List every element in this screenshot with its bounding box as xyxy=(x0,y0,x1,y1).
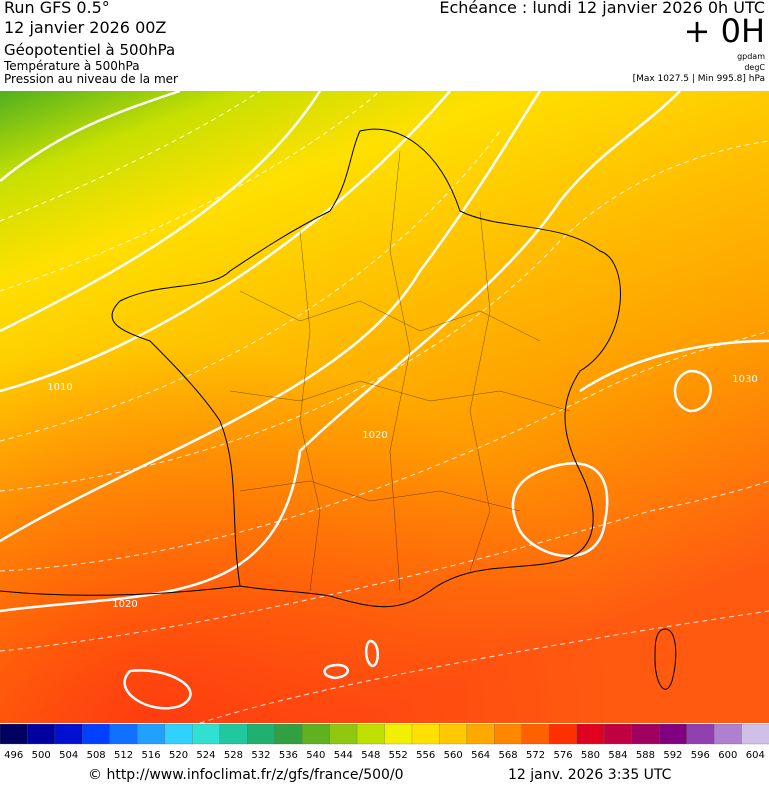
scale-label: 604 xyxy=(746,750,765,761)
color-swatch xyxy=(82,724,111,745)
color-swatch xyxy=(549,724,578,745)
color-swatch xyxy=(631,724,660,745)
field-subtitle: Pression au niveau de la mer xyxy=(4,72,178,86)
color-swatch xyxy=(741,724,769,745)
run: Run GFS 0.5° xyxy=(4,0,110,17)
scale-label: 584 xyxy=(608,750,627,761)
field-title: Géopotentiel à 500hPa xyxy=(4,41,176,59)
scale-label: 572 xyxy=(526,750,545,761)
scale-label: 580 xyxy=(581,750,600,761)
unit: degC xyxy=(744,63,765,72)
scale-label: 504 xyxy=(59,750,78,761)
scale-label: 496 xyxy=(4,750,23,761)
scale-label: 512 xyxy=(114,750,133,761)
color-swatch xyxy=(164,724,193,745)
color-swatch xyxy=(576,724,605,745)
scale-label: 560 xyxy=(444,750,463,761)
scale-label: 552 xyxy=(389,750,408,761)
contour-label: 1030 xyxy=(732,374,757,385)
scale-label: 592 xyxy=(663,750,682,761)
contour-label: 1010 xyxy=(47,382,72,393)
scale-label: 568 xyxy=(499,750,518,761)
scale-label: 576 xyxy=(553,750,572,761)
map: 1010 1020 1030 1020 xyxy=(0,91,769,723)
color-swatch xyxy=(137,724,166,745)
scale-label: 544 xyxy=(334,750,353,761)
color-swatch xyxy=(713,724,743,745)
color-swatch xyxy=(192,724,221,745)
color-swatch xyxy=(54,724,84,745)
scale-label: 524 xyxy=(196,750,215,761)
scale-label: 564 xyxy=(471,750,490,761)
color-swatch xyxy=(521,724,550,745)
color-swatch xyxy=(411,724,441,745)
color-swatch xyxy=(604,724,633,745)
isobars xyxy=(0,91,769,710)
color-swatch xyxy=(109,724,138,745)
color-swatch xyxy=(274,724,303,745)
scale-label: 596 xyxy=(691,750,710,761)
contour-label: 1020 xyxy=(362,430,387,441)
color-swatch xyxy=(384,724,413,745)
color-swatch xyxy=(466,724,496,745)
scale-label: 536 xyxy=(279,750,298,761)
scale-label: 600 xyxy=(718,750,737,761)
source: © http://www.infoclimat.fr/z/gfs/france/… xyxy=(88,767,404,783)
scale-label: 540 xyxy=(306,750,325,761)
run-date: 12 janvier 2026 00Z xyxy=(4,18,167,37)
color-swatch xyxy=(494,724,523,745)
color-swatch xyxy=(658,724,688,745)
scale-label: 516 xyxy=(142,750,161,761)
scale-label: 556 xyxy=(416,750,435,761)
scale-label: 532 xyxy=(251,750,270,761)
isotherms xyxy=(0,91,769,723)
lead-time: + 0H xyxy=(683,12,765,50)
unit: gpdam xyxy=(737,52,765,61)
color-swatch xyxy=(247,724,276,745)
color-swatch xyxy=(27,724,56,745)
scale-label: 548 xyxy=(361,750,380,761)
color-scale: 496 500 504 508 512 516 520 524 528 532 536 540 544 5… xyxy=(0,724,769,761)
scale-label: 520 xyxy=(169,750,188,761)
forecast: Echéance : lundi 12 janvier 2026 0h UTC xyxy=(439,0,765,17)
color-swatch xyxy=(0,724,29,745)
color-swatch xyxy=(439,724,468,745)
contour-label: 1020 xyxy=(112,599,137,610)
scale-label: 500 xyxy=(32,750,51,761)
timestamp: 12 janv. 2026 3:35 UTC xyxy=(508,767,672,783)
coastline xyxy=(0,128,677,690)
color-swatch xyxy=(356,724,386,745)
scale-label: 588 xyxy=(636,750,655,761)
temperature-field xyxy=(0,91,769,723)
color-swatch xyxy=(219,724,248,745)
scale-label: 508 xyxy=(87,750,106,761)
color-swatch xyxy=(686,724,715,745)
departments xyxy=(229,150,571,592)
color-swatch xyxy=(301,724,331,745)
color-swatch xyxy=(329,724,358,745)
scale-label: 528 xyxy=(224,750,243,761)
pressure-range: [Max 1027.5 | Min 995.8] hPa xyxy=(632,74,765,84)
field-subtitle: Température à 500hPa xyxy=(4,59,140,73)
